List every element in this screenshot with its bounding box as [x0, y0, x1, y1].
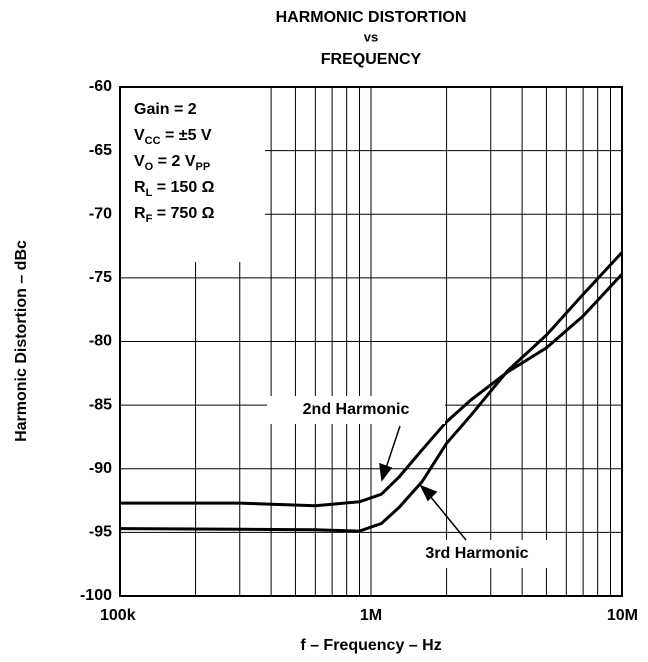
- conditions-box: [121, 88, 265, 262]
- condition-part: V: [134, 153, 145, 170]
- x-tick-label: 1M: [360, 607, 382, 624]
- condition-part: PP: [195, 161, 210, 173]
- x-axis-label: f – Frequency – Hz: [300, 637, 441, 654]
- condition: RL = 150 Ω: [134, 179, 215, 199]
- condition: VO = 2 VPP: [134, 153, 210, 173]
- lines: [119, 251, 624, 533]
- y-tick-label: -75: [89, 269, 112, 286]
- condition-part: = 150 Ω: [152, 179, 214, 196]
- condition-part: R: [134, 179, 146, 196]
- chart-title: FREQUENCY: [321, 51, 422, 68]
- y-axis-label: Harmonic Distortion – dBc: [13, 240, 30, 442]
- condition-part: V: [134, 127, 145, 144]
- arrowhead: [379, 462, 393, 482]
- condition-part: Gain = 2: [134, 101, 197, 118]
- condition-part: = 2 V: [153, 153, 196, 170]
- label-bg: [267, 396, 445, 424]
- arrowhead: [419, 484, 438, 502]
- condition: RF = 750 Ω: [134, 205, 215, 225]
- series-line: [119, 251, 624, 533]
- x-tick-label: 10M: [607, 607, 638, 624]
- series-label: 3rd Harmonic: [425, 545, 528, 562]
- condition-part: = 750 Ω: [152, 205, 214, 222]
- y-tick-label: -100: [80, 587, 112, 604]
- condition: Gain = 2: [134, 101, 197, 118]
- y-tick-label: -90: [89, 460, 112, 477]
- condition-part: CC: [145, 135, 161, 147]
- chart-title: vs: [364, 29, 378, 44]
- series-label: 2nd Harmonic: [303, 401, 410, 418]
- x-tick-label: 100k: [100, 607, 136, 624]
- arrow: [385, 425, 401, 469]
- y-tick-label: -60: [89, 78, 112, 95]
- y-tick-label: -95: [89, 524, 112, 541]
- y-tick-label: -65: [89, 142, 112, 159]
- label-bg: [402, 540, 552, 568]
- plot-frame: [119, 86, 623, 597]
- condition-part: R: [134, 205, 146, 222]
- chart-title: HARMONIC DISTORTION: [276, 9, 467, 26]
- condition-part: = ±5 V: [161, 127, 212, 144]
- y-tick-label: -70: [89, 205, 112, 222]
- arrow: [429, 495, 467, 541]
- condition-part: L: [146, 187, 153, 199]
- condition-part: F: [146, 213, 153, 225]
- condition: VCC = ±5 V: [134, 127, 212, 147]
- series-line: [120, 273, 624, 508]
- arrows: [379, 425, 467, 541]
- y-tick-label: -85: [89, 396, 112, 413]
- y-tick-label: -80: [89, 333, 112, 350]
- condition-part: O: [145, 161, 154, 173]
